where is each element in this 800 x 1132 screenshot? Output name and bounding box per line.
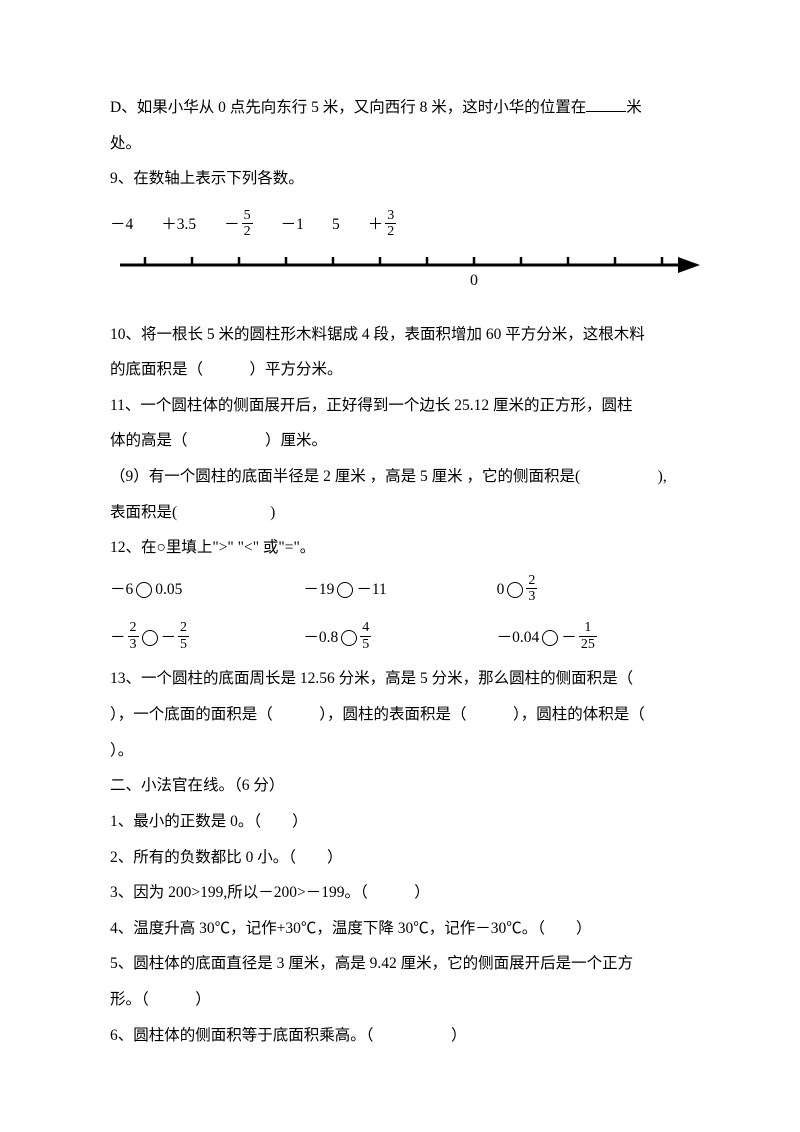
compare-circle[interactable] [337,582,353,598]
question-9b-line2: 表面积是( ) [110,495,690,531]
text: D、如果小华从 0 点先向东行 5 米，又向西行 8 米，这时小华的位置在 [110,99,586,116]
compare-item: －23－25 [110,620,303,656]
question-9-numbers: －4 ＋3.5 －52 －1 5 ＋32 [110,205,690,243]
number-line: 0 [110,247,690,305]
compare-circle[interactable] [542,630,558,646]
compare-circle[interactable] [142,630,158,646]
question-10-line1: 10、将一根长 5 米的圆柱形木料锯成 4 段，表面积增加 60 平方分米，这根… [110,317,690,353]
number-item: 5 [332,207,340,243]
section-2-title: 二、小法官在线。（6 分） [110,768,690,804]
judge-4: 4、温度升高 30℃，记作+30℃，温度下降 30℃，记作－30℃。（ ） [110,911,690,947]
number-item: －1 [281,207,304,243]
compare-item: －0.845 [303,620,496,656]
compare-circle[interactable] [136,582,152,598]
judge-5-line1: 5、圆柱体的底面直径是 3 厘米，高是 9.42 厘米，它的侧面展开后是一个正方 [110,946,690,982]
question-9b-line1: （9）有一个圆柱的底面半径是 2 厘米 ，高是 5 厘米 ，它的侧面积是( ), [110,459,690,495]
compare-row-1: －60.05－19－11023 [110,572,690,608]
svg-text:0: 0 [470,272,478,289]
question-d-line2: 处。 [110,126,690,162]
compare-item: －19－11 [303,572,496,608]
number-item: ＋32 [368,207,397,243]
question-11-line2: 体的高是（ ）厘米。 [110,423,690,459]
judge-2: 2、所有的负数都比 0 小。（ ） [110,840,690,876]
question-10-line2: 的底面积是（ ）平方分米。 [110,352,690,388]
judge-6: 6、圆柱体的侧面积等于底面积乘高。（ ） [110,1018,690,1054]
question-13-line2: ），一个底面的面积是（ ），圆柱的表面积是（ ），圆柱的体积是（ [110,697,690,733]
question-11-line1: 11、一个圆柱体的侧面展开后，正好得到一个边长 25.12 厘米的正方形，圆柱 [110,388,690,424]
blank[interactable] [586,95,626,112]
question-9-label: 9、在数轴上表示下列各数。 [110,161,690,197]
number-line-svg: 0 [110,247,710,291]
question-13-line3: ）。 [110,733,690,769]
number-item: ＋3.5 [161,207,196,243]
compare-circle[interactable] [341,630,357,646]
judge-3: 3、因为 200>199,所以－200>－199。（ ） [110,875,690,911]
compare-row-2: －23－25－0.845－0.04－125 [110,620,690,656]
number-item: －52 [224,207,253,243]
judge-5-line2: 形。（ ） [110,982,690,1018]
question-13-line1: 13、一个圆柱的底面周长是 12.56 分米，高是 5 分米，那么圆柱的侧面积是… [110,661,690,697]
compare-item: －0.04－125 [497,620,690,656]
question-d-line1: D、如果小华从 0 点先向东行 5 米，又向西行 8 米，这时小华的位置在 米 [110,90,690,126]
compare-item: －60.05 [110,572,303,608]
number-item: －4 [110,207,133,243]
question-12-label: 12、在○里填上">" "<" 或"="。 [110,530,690,566]
text: 米 [626,99,642,116]
judge-1: 1、最小的正数是 0。（ ） [110,804,690,840]
compare-circle[interactable] [507,582,523,598]
compare-item: 023 [497,572,690,608]
